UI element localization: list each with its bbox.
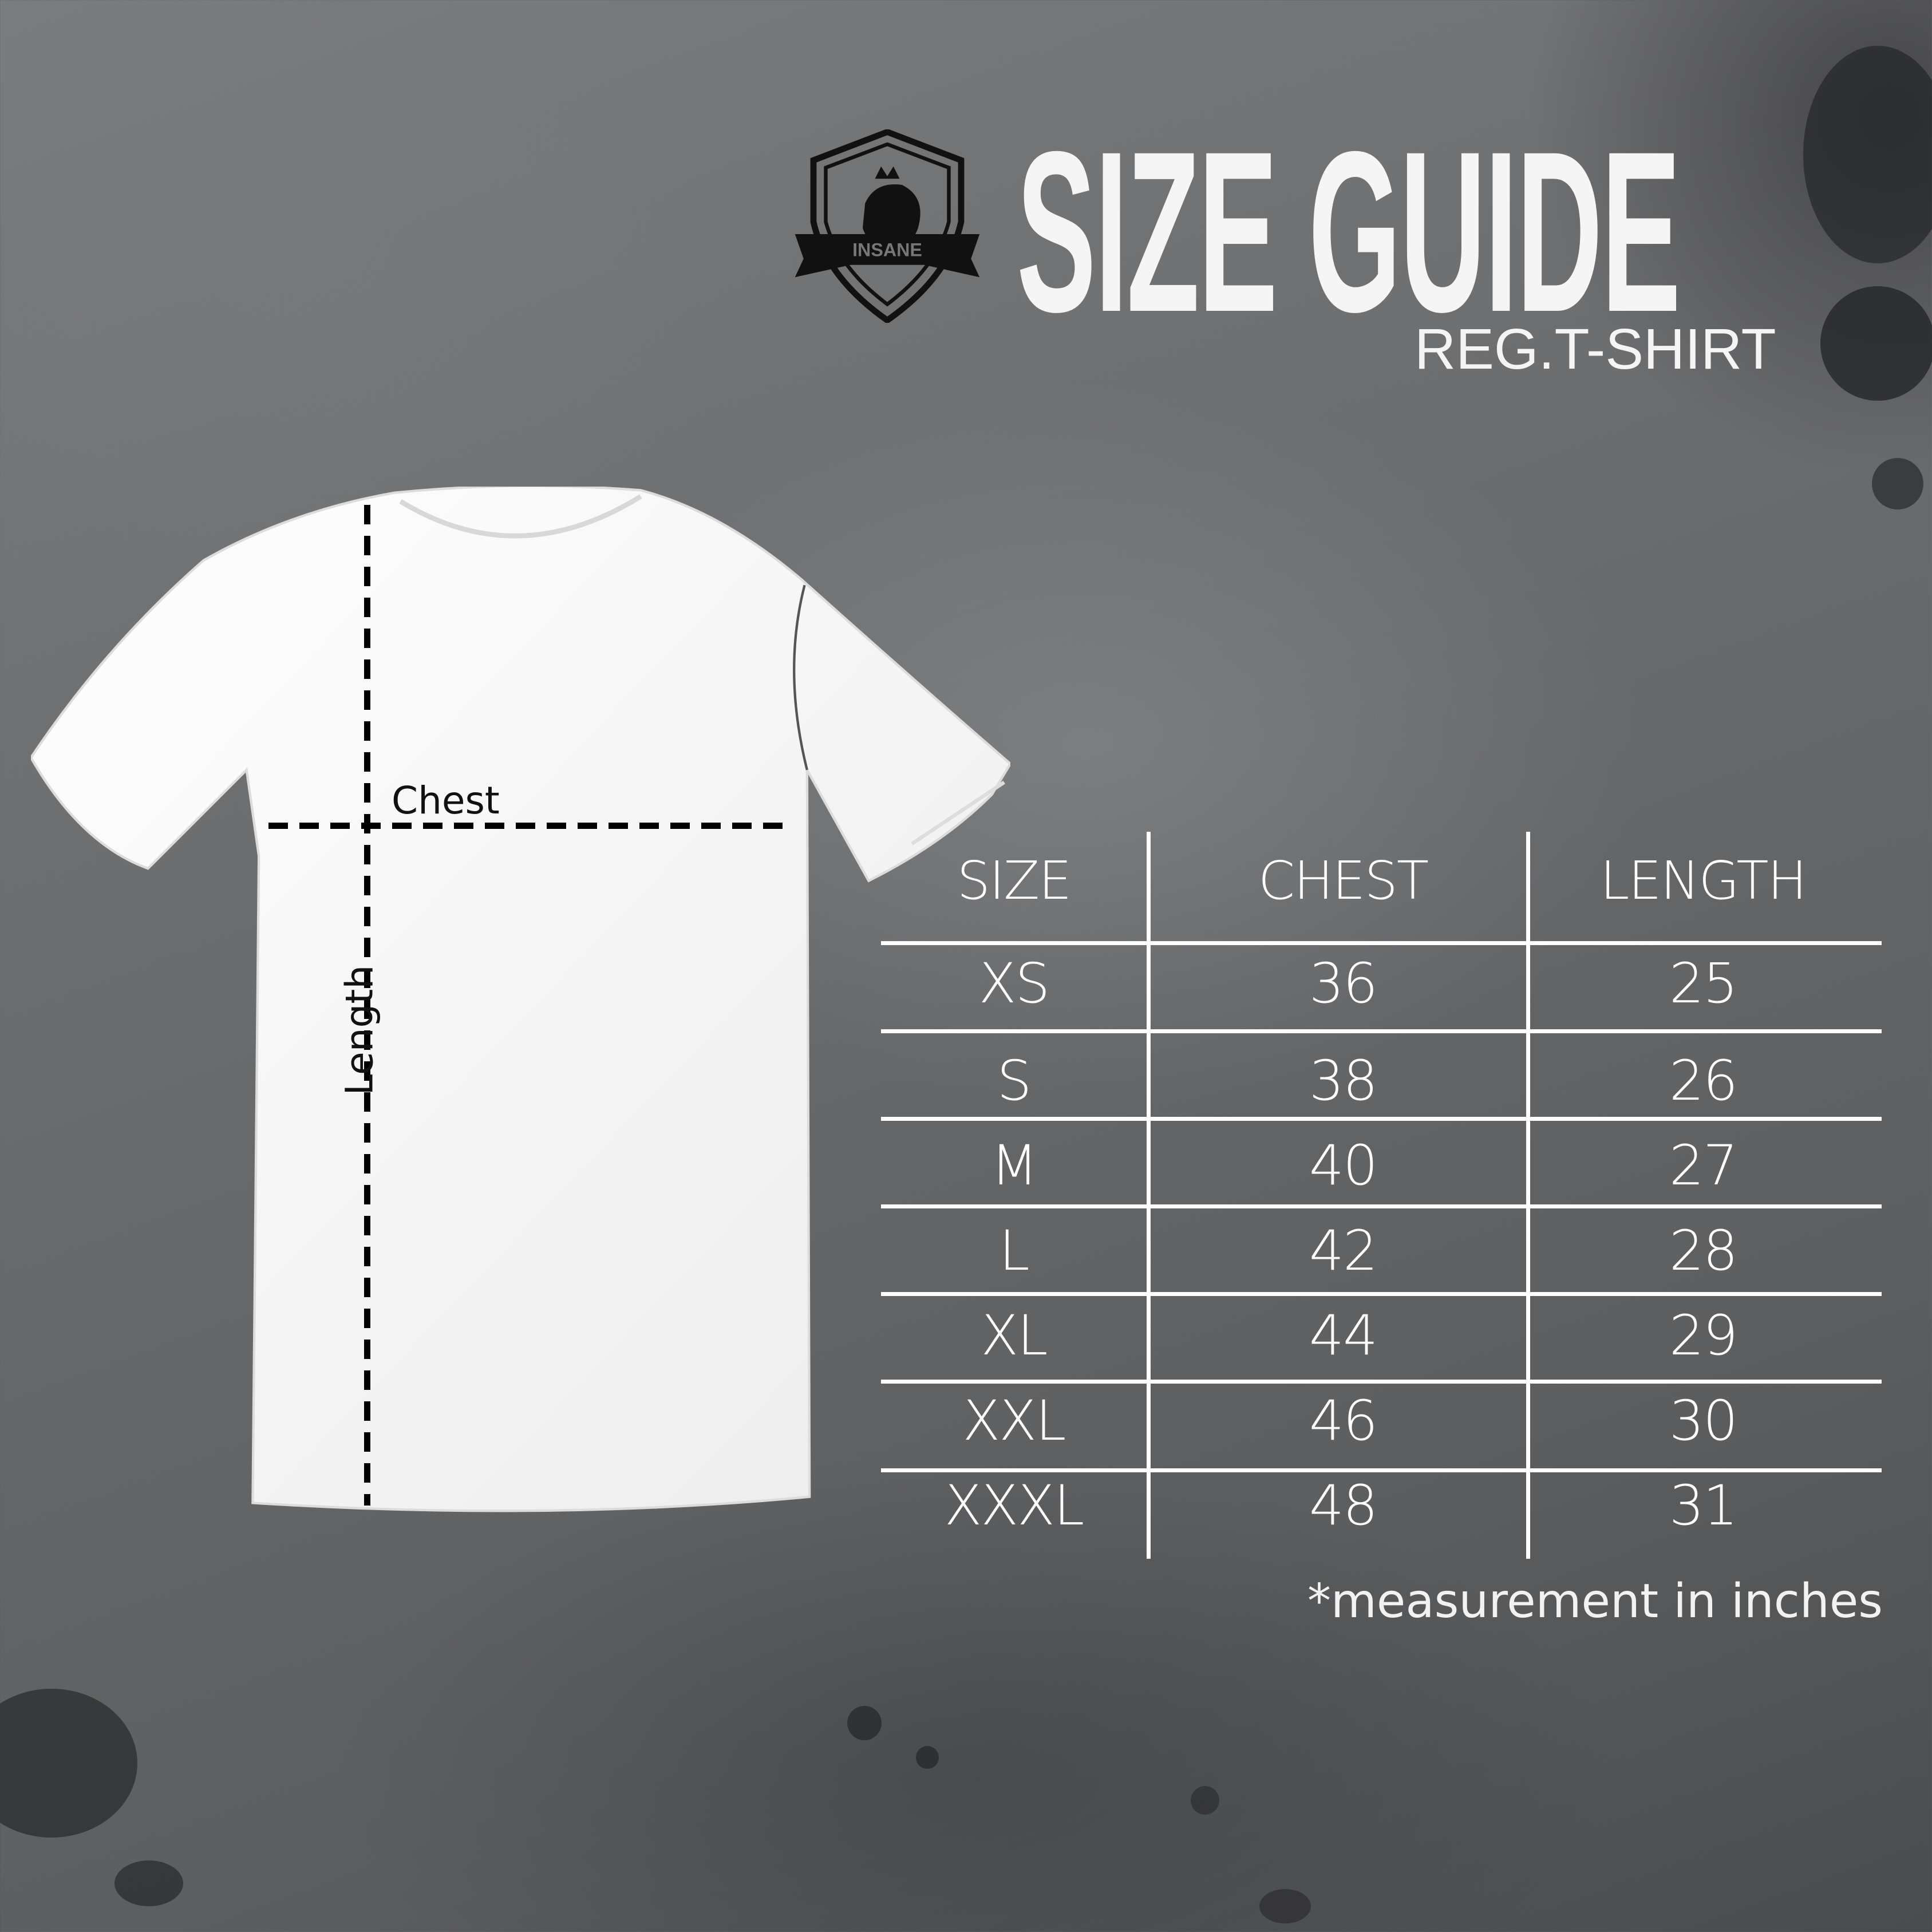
table-cell-chest: 40 — [1309, 1133, 1378, 1198]
product-subtitle: REG.T-SHIRT — [1415, 317, 1776, 381]
table-cell-size: M — [990, 1133, 1038, 1198]
chest-label: Chest — [392, 779, 500, 823]
table-cell-size: L — [999, 1219, 1029, 1283]
table-cell-chest: 48 — [1309, 1473, 1378, 1538]
table-cell-chest: 38 — [1309, 1049, 1378, 1113]
table-cell-chest: 36 — [1309, 951, 1378, 1016]
table-cell-chest: 42 — [1309, 1219, 1378, 1283]
table-header-chest: CHEST — [1258, 850, 1429, 911]
table-row-divider — [881, 1468, 1882, 1472]
tshirt-image — [31, 487, 1010, 1512]
table-row-divider — [881, 1292, 1882, 1296]
chest-measure-line — [268, 823, 785, 829]
table-cell-size: XXL — [962, 1389, 1066, 1453]
table-cell-length: 27 — [1669, 1133, 1738, 1198]
table-cell-length: 28 — [1669, 1219, 1738, 1283]
table-column-divider — [1526, 832, 1530, 1559]
table-cell-length: 25 — [1669, 951, 1738, 1016]
table-row-divider — [881, 1204, 1882, 1208]
length-label: Length — [337, 965, 382, 1096]
table-cell-size: XXXL — [944, 1473, 1085, 1538]
table-cell-length: 26 — [1669, 1049, 1738, 1113]
table-cell-size: S — [997, 1049, 1032, 1113]
table-column-divider — [1147, 832, 1151, 1559]
length-measure-line — [364, 505, 370, 1506]
logo-text: INSANE — [852, 240, 922, 260]
table-cell-length: 29 — [1669, 1303, 1738, 1368]
table-cell-size: XS — [978, 951, 1050, 1016]
table-cell-size: XL — [981, 1303, 1048, 1368]
table-cell-chest: 44 — [1309, 1303, 1378, 1368]
table-cell-length: 30 — [1669, 1389, 1738, 1453]
insane-lion-shield-logo: INSANE — [795, 129, 980, 323]
table-header-length: LENGTH — [1600, 850, 1807, 911]
table-cell-chest: 46 — [1309, 1389, 1378, 1453]
table-cell-length: 31 — [1669, 1473, 1738, 1538]
measurement-footnote: *measurement in inches — [1307, 1574, 1883, 1629]
table-header-size: SIZE — [957, 850, 1072, 911]
table-row-divider — [881, 1117, 1882, 1121]
page-title: SIZE GUIDE — [1017, 104, 1681, 359]
table-row-divider — [881, 941, 1882, 945]
table-row-divider — [881, 1380, 1882, 1384]
table-row-divider — [881, 1029, 1882, 1033]
